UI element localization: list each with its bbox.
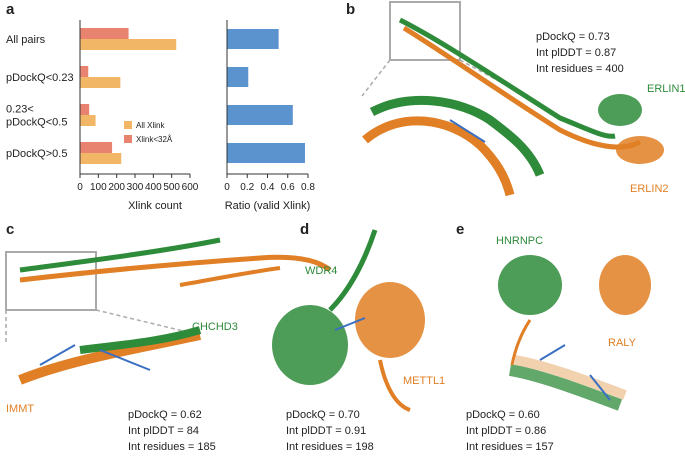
bar-all-xlink xyxy=(80,77,121,88)
bar-xlink-under-32a xyxy=(80,66,89,77)
x-axis-label-ratio: Ratio (valid Xlink) xyxy=(225,200,311,212)
crosslink-c1 xyxy=(39,344,76,366)
erlin1-helix xyxy=(398,17,616,139)
bar-xlink-under-32a xyxy=(80,104,90,115)
zoom-green-helix xyxy=(369,95,545,177)
x-tick-label-count: 600 xyxy=(182,182,199,193)
crosslink-e2 xyxy=(589,374,611,401)
x-tick-label-count: 400 xyxy=(145,182,162,193)
zoom-orange-helix xyxy=(362,116,515,197)
legend-swatch-all-xlink xyxy=(124,121,132,129)
bar-ratio xyxy=(227,29,279,49)
stat-int-plddt: Int plDDT = 0.86 xyxy=(466,425,547,437)
legend-swatch-xlink-under-32a xyxy=(124,135,132,143)
mettl1-tail xyxy=(378,359,411,412)
panel-b-structure xyxy=(361,1,664,197)
stat-int-residues: Int residues = 400 xyxy=(536,63,624,75)
hnrnpc-domain xyxy=(498,255,562,315)
x-tick-label-ratio: 0.2 xyxy=(240,182,254,193)
protein-label-mettl1: METTL1 xyxy=(403,375,446,387)
panel-b-stats: pDockQ = 0.73 Int plDDT = 0.87 Int resid… xyxy=(536,29,624,77)
stat-pdockq: pDockQ = 0.70 xyxy=(286,409,360,421)
bar-xlink-under-32a xyxy=(80,142,113,153)
hnrnpc-helix xyxy=(508,364,623,411)
panel-e-stats: pDockQ = 0.60 Int plDDT = 0.86 Int resid… xyxy=(466,407,554,455)
mettl1-domain xyxy=(355,282,425,358)
panel-label-a: a xyxy=(6,1,15,18)
bar-ratio xyxy=(227,67,249,87)
crosslink-c2 xyxy=(99,349,151,371)
panel-label-e: e xyxy=(456,221,465,238)
protein-label-chchd3: CHCHD3 xyxy=(192,321,238,333)
bar-ratio xyxy=(227,143,305,163)
protein-label-hnrnpc: HNRNPC xyxy=(496,235,544,247)
zoom-line-b-left xyxy=(361,59,391,97)
legend-label-all-xlink: All Xlink xyxy=(136,121,165,130)
panel-e-structure xyxy=(498,255,651,411)
protein-label-raly: RALY xyxy=(608,337,636,349)
immt-helix xyxy=(19,254,332,283)
bar-all-xlink xyxy=(80,153,122,164)
panel-label-d: d xyxy=(300,221,310,238)
stat-int-residues: Int residues = 157 xyxy=(466,441,554,453)
linker-e xyxy=(510,319,532,366)
bar-xlink-under-32a xyxy=(80,28,129,39)
erlin1-domain xyxy=(598,94,642,126)
protein-label-erlin2: ERLIN2 xyxy=(630,183,669,195)
panel-label-c: c xyxy=(6,221,15,238)
chchd3-helix xyxy=(19,237,221,273)
stat-pdockq: pDockQ = 0.62 xyxy=(128,409,202,421)
bar-all-xlink xyxy=(80,115,96,126)
zoom-immt xyxy=(18,330,202,385)
x-tick-label-count: 200 xyxy=(108,182,125,193)
x-tick-label-ratio: 0.4 xyxy=(261,182,275,193)
x-tick-label-ratio: 0 xyxy=(224,182,230,193)
immt-helix-2 xyxy=(179,266,281,287)
category-label: pDockQ>0.5 xyxy=(6,148,67,160)
stat-pdockq: pDockQ = 0.73 xyxy=(536,31,610,43)
stat-int-residues: Int residues = 185 xyxy=(128,441,216,453)
bar-all-xlink xyxy=(80,39,177,50)
x-tick-label-count: 100 xyxy=(90,182,107,193)
x-tick-label-count: 500 xyxy=(163,182,180,193)
erlin2-domain xyxy=(616,136,664,164)
zoom-line-c-right xyxy=(95,309,201,336)
bar-ratio xyxy=(227,105,293,125)
x-tick-label-ratio: 0.6 xyxy=(281,182,295,193)
legend-label-xlink-under-32a: Xlink<32Å xyxy=(136,135,173,144)
panel-c-stats: pDockQ = 0.62 Int plDDT = 84 Int residue… xyxy=(128,407,216,455)
stat-int-plddt: Int plDDT = 0.87 xyxy=(536,47,617,59)
protein-label-immt: IMMT xyxy=(6,403,35,415)
zoom-box-b xyxy=(389,1,461,61)
x-axis-label-count: Xlink count xyxy=(128,200,182,212)
crosslink-e1 xyxy=(539,344,566,361)
protein-label-wdr4: WDR4 xyxy=(305,265,338,277)
category-label: pDockQ<0.23 xyxy=(6,72,74,84)
x-tick-label-count: 0 xyxy=(77,182,83,193)
stat-int-plddt: Int plDDT = 84 xyxy=(128,425,200,437)
zoom-box-c xyxy=(5,251,97,311)
stat-int-plddt: Int plDDT = 0.91 xyxy=(286,425,367,437)
stat-int-residues: Int residues = 198 xyxy=(286,441,374,453)
x-tick-label-count: 300 xyxy=(127,182,144,193)
crosslink-b xyxy=(449,119,486,143)
raly-domain xyxy=(599,255,651,315)
crosslink-d xyxy=(334,317,366,331)
panel-d-stats: pDockQ = 0.70 Int plDDT = 0.91 Int resid… xyxy=(286,407,374,455)
wdr4-domain xyxy=(272,305,348,385)
wdr4-helix xyxy=(328,229,378,312)
x-tick-label-ratio: 0.8 xyxy=(301,182,315,193)
panel-label-b: b xyxy=(346,1,356,18)
category-label: All pairs xyxy=(6,34,46,46)
category-label: 0.23< xyxy=(6,104,34,116)
protein-label-erlin1: ERLIN1 xyxy=(647,83,685,95)
panel-d-structure xyxy=(272,229,425,412)
stat-pdockq: pDockQ = 0.60 xyxy=(466,409,540,421)
zoom-chchd3 xyxy=(79,326,202,354)
panel-c-structure xyxy=(5,237,332,385)
raly-helix xyxy=(514,355,627,400)
xlink-count-chart: All pairs pDockQ<0.23 0.23<pDockQ<0.5 pDock… xyxy=(6,20,315,212)
category-label: pDockQ<0.5 xyxy=(6,117,67,129)
